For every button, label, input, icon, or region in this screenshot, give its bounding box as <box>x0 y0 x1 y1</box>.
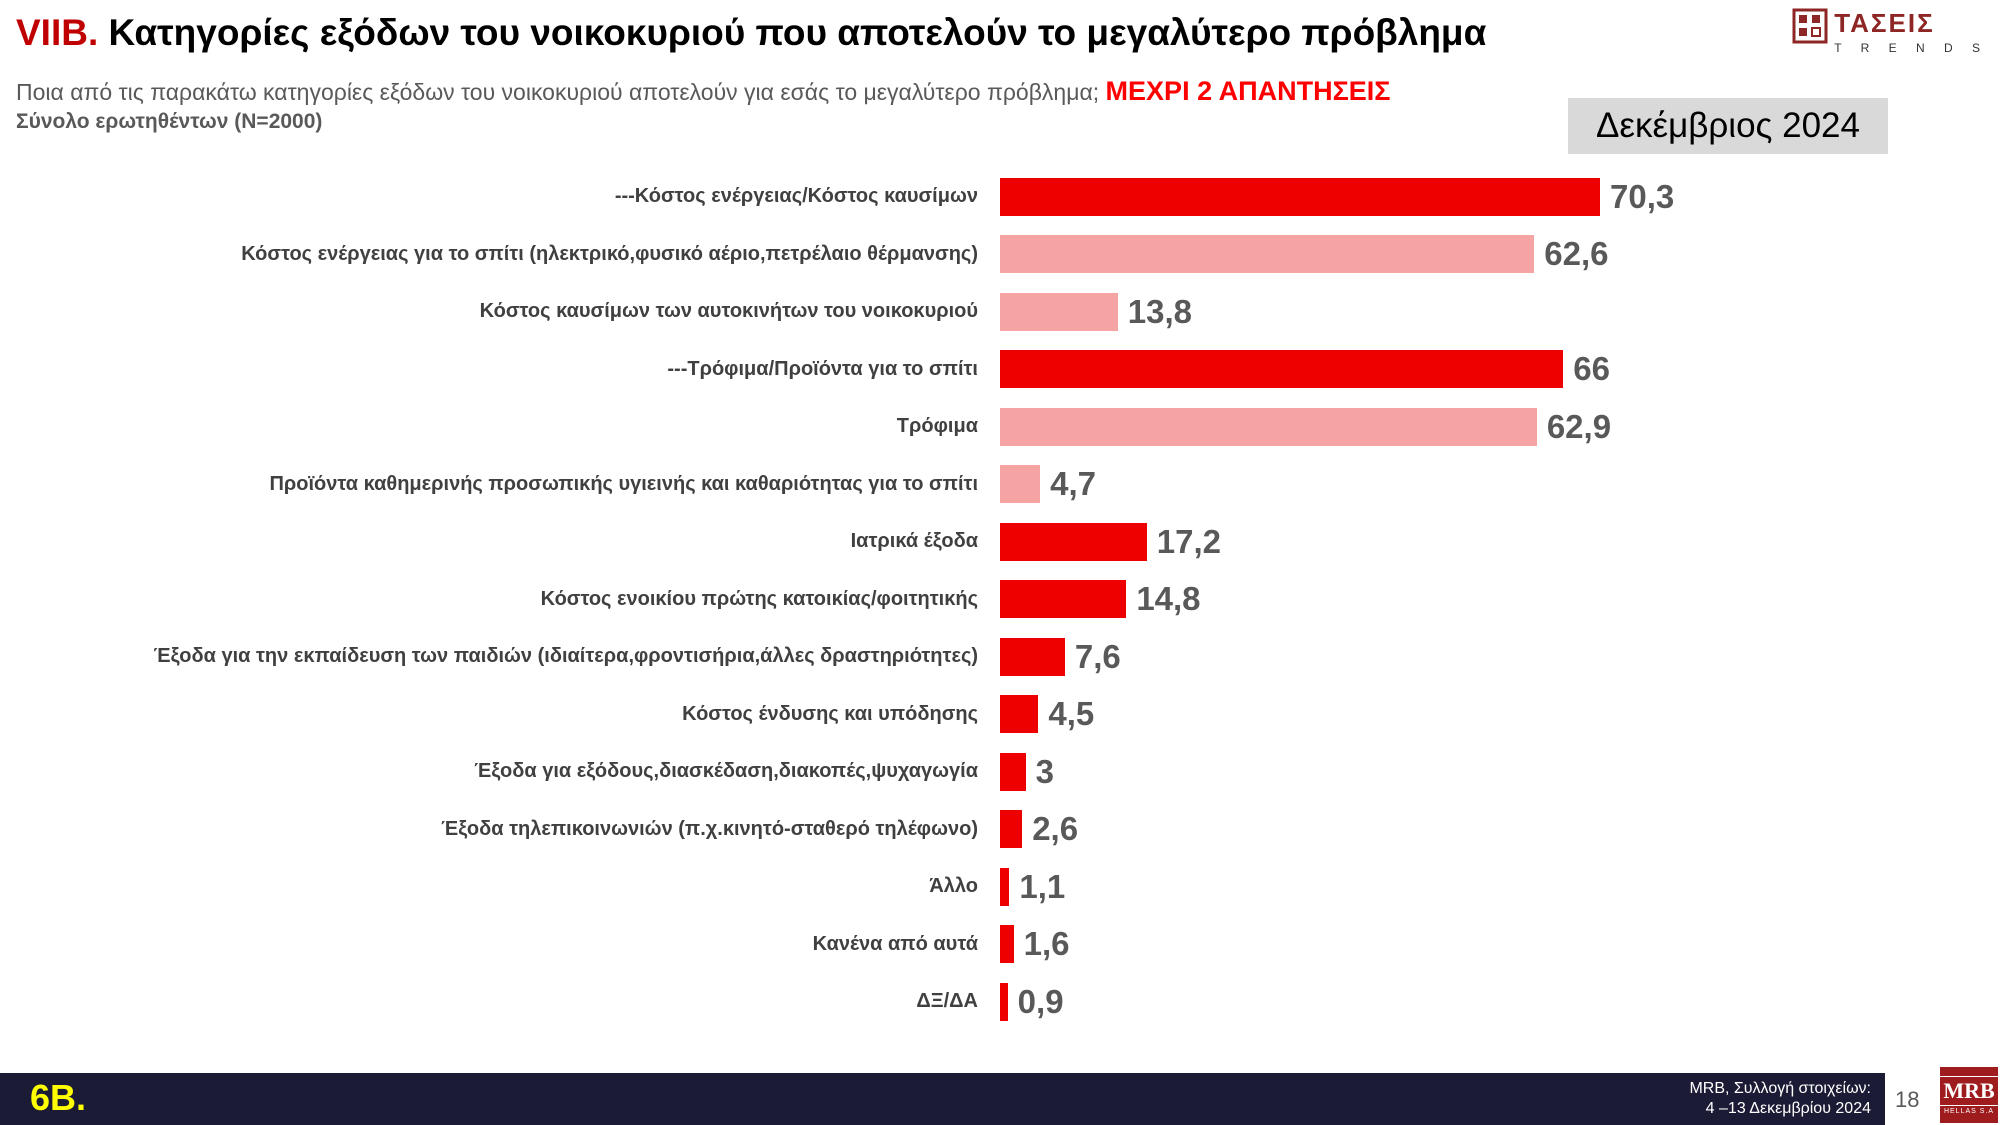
bar-row: ---Κόστος ενέργειας/Κόστος καυσίμων 70,3 <box>0 168 2000 226</box>
value-label: 66 <box>1573 350 1611 388</box>
page-title-text: Κατηγορίες εξόδων του νοικοκυριού που απ… <box>98 12 1487 53</box>
bar <box>1000 465 1041 504</box>
value-label: 4,7 <box>1050 465 1096 503</box>
source-line1: MRB, Συλλογή στοιχείων: <box>1689 1080 1871 1097</box>
bar <box>1000 810 1023 849</box>
category-label: Κόστος καυσίμων των αυτοκινήτων του νοικ… <box>479 300 978 323</box>
value-label: 14,8 <box>1136 580 1201 618</box>
taseis-logo-subtext: T R E N D S <box>1834 41 1988 55</box>
value-label: 62,6 <box>1544 235 1609 273</box>
page-title-prefix: VIIB. <box>16 12 99 53</box>
taseis-grid-icon <box>1792 8 1828 49</box>
bar <box>1000 407 1537 446</box>
bar <box>1000 292 1118 331</box>
page-title: VIIB. Κατηγορίες εξόδων του νοικοκυριού … <box>16 12 1486 54</box>
bar-row: Έξοδα για την εκπαίδευση των παιδιών (ιδ… <box>0 628 2000 686</box>
slide-number-label: 6Β. <box>30 1077 87 1118</box>
bar <box>1000 695 1039 734</box>
bar <box>1000 637 1065 676</box>
bar <box>1000 235 1535 274</box>
mrb-logo-text: MRB <box>1939 1075 1999 1106</box>
bar-row: ---Τρόφιμα/Προϊόντα για το σπίτι 66 <box>0 341 2000 399</box>
value-label: 17,2 <box>1156 522 1222 560</box>
bar-row: Κόστος καυσίμων των αυτοκινήτων του νοικ… <box>0 283 2000 341</box>
category-label: ---Κόστος ενέργειας/Κόστος καυσίμων <box>614 185 978 208</box>
bar-row: ΔΞ/ΔΑ 0,9 <box>0 973 2000 1031</box>
category-label: Άλλο <box>929 875 978 898</box>
bar-chart: ---Κόστος ενέργειας/Κόστος καυσίμων 70,3 Κ… <box>0 168 2000 1031</box>
category-label: Τρόφιμα <box>896 415 978 438</box>
category-label: Έξοδα για την εκπαίδευση των παιδιών (ιδ… <box>153 645 978 668</box>
bar <box>1000 580 1127 619</box>
source-line2: 4 –13 Δεκεμβρίου 2024 <box>1705 1100 1871 1117</box>
bar-row: Προϊόντα καθημερινής προσωπικής υγιεινής… <box>0 456 2000 514</box>
mrb-logo-subtext: HELLAS S.A <box>1943 1107 1995 1115</box>
value-label: 13,8 <box>1127 292 1192 330</box>
category-label: ΔΞ/ΔΑ <box>916 990 978 1013</box>
value-label: 1,6 <box>1023 925 1070 963</box>
mrb-logo: MRB HELLAS S.A <box>1938 1065 2000 1125</box>
category-label: Κόστος ένδυσης και υπόδησης <box>682 702 978 725</box>
date-box: Δεκέμβριος 2024 <box>1568 98 1888 154</box>
value-label: 7,6 <box>1074 637 1121 675</box>
question-text: Ποια από τις παρακάτω κατηγορίες εξόδων … <box>16 79 1106 105</box>
bar-row: Άλλο 1,1 <box>0 858 2000 916</box>
category-label: Έξοδα τηλεπικοινωνιών (π.χ.κινητό-σταθερ… <box>441 817 978 840</box>
bar-row: Κόστος ενέργειας για το σπίτι (ηλεκτρικό… <box>0 226 2000 284</box>
value-label: 0,9 <box>1017 982 1064 1020</box>
bar-row: Κανένα από αυτά 1,6 <box>0 916 2000 974</box>
footer-bar: 6Β. MRB, Συλλογή στοιχείων: 4 –13 Δεκεμβ… <box>0 1073 1885 1125</box>
sample-size-note: Σύνολο ερωτηθέντων (N=2000) <box>16 110 323 133</box>
value-label: 2,6 <box>1032 810 1079 848</box>
bar <box>1000 752 1026 791</box>
bar-row: Έξοδα για εξόδους,διασκέδαση,διακοπές,ψυ… <box>0 743 2000 801</box>
category-label: Προϊόντα καθημερινής προσωπικής υγιεινής… <box>269 472 978 495</box>
category-label: Ιατρικά έξοδα <box>850 530 978 553</box>
category-label: Κόστος ενοικίου πρώτης κατοικίας/φοιτητι… <box>540 587 978 610</box>
bar <box>1000 350 1564 389</box>
value-label: 1,1 <box>1019 867 1066 905</box>
taseis-logo-text: ΤΑΣΕΙΣ <box>1834 8 1935 38</box>
value-label: 4,5 <box>1048 695 1095 733</box>
source-note: MRB, Συλλογή στοιχείων: 4 –13 Δεκεμβρίου… <box>1689 1079 1885 1119</box>
answers-limit-note: ΜΕΧΡΙ 2 ΑΠΑΝΤΗΣΕΙΣ <box>1105 76 1391 106</box>
bar-row: Τρόφιμα 62,9 <box>0 398 2000 456</box>
bar <box>1000 925 1014 964</box>
bar-row: Ιατρικά έξοδα 17,2 <box>0 513 2000 571</box>
bar-row: Κόστος ένδυσης και υπόδησης 4,5 <box>0 686 2000 744</box>
question-subtitle: Ποια από τις παρακάτω κατηγορίες εξόδων … <box>16 76 1390 107</box>
value-label: 70,3 <box>1610 177 1675 215</box>
bar <box>1000 522 1147 561</box>
category-label: Έξοδα για εξόδους,διασκέδαση,διακοπές,ψυ… <box>474 760 978 783</box>
page-number: 18 <box>1895 1087 1920 1112</box>
category-label: Κανένα από αυτά <box>812 932 978 955</box>
taseis-logo: ΤΑΣΕΙΣ T R E N D S <box>1792 8 1988 55</box>
bar <box>1000 982 1008 1021</box>
category-label: ---Τρόφιμα/Προϊόντα για το σπίτι <box>667 357 978 380</box>
category-label: Κόστος ενέργειας για το σπίτι (ηλεκτρικό… <box>241 242 978 265</box>
bar-row: Κόστος ενοικίου πρώτης κατοικίας/φοιτητι… <box>0 571 2000 629</box>
bar <box>1000 177 1600 216</box>
value-label: 62,9 <box>1546 407 1612 445</box>
bar-row: Έξοδα τηλεπικοινωνιών (π.χ.κινητό-σταθερ… <box>0 801 2000 859</box>
value-label: 3 <box>1035 752 1054 790</box>
bar <box>1000 867 1010 906</box>
